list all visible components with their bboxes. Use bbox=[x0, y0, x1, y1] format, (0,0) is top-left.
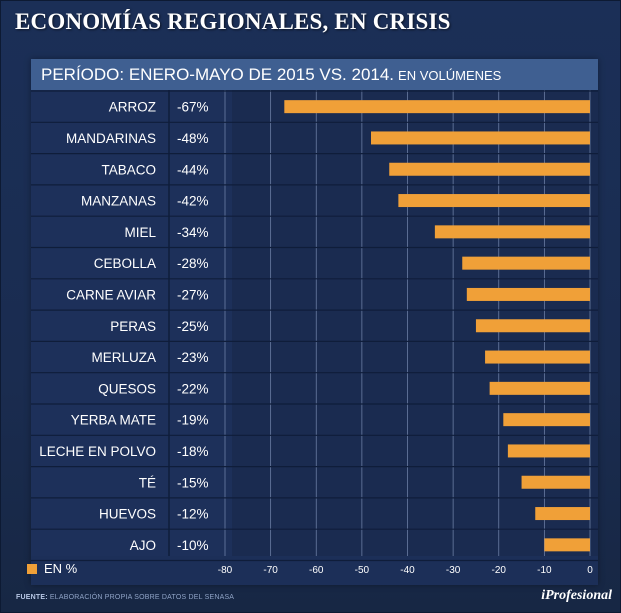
category-label: TÉ bbox=[139, 475, 156, 490]
source-note: FUENTE: ELABORACIÓN PROPIA SOBRE DATOS D… bbox=[16, 594, 234, 601]
x-tick-label: -50 bbox=[355, 565, 370, 576]
category-label: HUEVOS bbox=[99, 507, 156, 522]
brand-logo: iProfesional bbox=[541, 588, 612, 603]
x-tick-label: -20 bbox=[492, 565, 507, 576]
category-label: MANZANAS bbox=[81, 194, 156, 209]
legend-label: EN % bbox=[44, 561, 78, 576]
bar bbox=[284, 100, 590, 114]
x-tick-label: -60 bbox=[309, 565, 324, 576]
value-label: -22% bbox=[177, 381, 209, 396]
bar bbox=[503, 413, 590, 427]
bar bbox=[475, 319, 590, 333]
value-label: -34% bbox=[177, 225, 209, 240]
category-label: CARNE AVIAR bbox=[66, 287, 156, 302]
value-label: -19% bbox=[177, 413, 209, 428]
x-tick-label: -10 bbox=[537, 565, 552, 576]
bar bbox=[507, 444, 590, 458]
value-label: -28% bbox=[177, 256, 209, 271]
page-title: ECONOMÍAS REGIONALES, EN CRISIS bbox=[15, 9, 451, 34]
source-text: ELABORACIÓN PROPIA SOBRE DATOS DEL SENAS… bbox=[49, 594, 235, 601]
value-label: -12% bbox=[177, 507, 209, 522]
value-label: -23% bbox=[177, 350, 209, 365]
bar bbox=[389, 162, 590, 176]
category-label: ARROZ bbox=[109, 100, 156, 115]
category-label: YERBA MATE bbox=[71, 413, 156, 428]
bar bbox=[434, 225, 590, 239]
bar bbox=[462, 256, 590, 270]
category-label: MERLUZA bbox=[91, 350, 156, 365]
category-label: QUESOS bbox=[98, 381, 156, 396]
value-label: -42% bbox=[177, 194, 209, 209]
category-label: CEBOLLA bbox=[94, 256, 156, 271]
bar bbox=[398, 194, 590, 208]
category-label: TABACO bbox=[101, 162, 156, 177]
label-column bbox=[31, 90, 232, 556]
bar bbox=[535, 507, 590, 521]
category-label: MIEL bbox=[124, 225, 156, 240]
value-label: -15% bbox=[177, 475, 209, 490]
bar bbox=[371, 131, 590, 145]
category-label: AJO bbox=[130, 538, 156, 553]
x-tick-label: -80 bbox=[218, 565, 233, 576]
x-tick-label: 0 bbox=[587, 565, 593, 576]
value-label: -27% bbox=[177, 287, 209, 302]
value-label: -25% bbox=[177, 319, 209, 334]
legend: EN % bbox=[27, 561, 77, 576]
source-label: FUENTE: bbox=[16, 594, 48, 601]
value-label: -48% bbox=[177, 131, 209, 146]
bar bbox=[521, 475, 590, 489]
bar bbox=[544, 538, 590, 552]
bar bbox=[485, 350, 590, 364]
category-label: PERAS bbox=[110, 319, 156, 334]
period-units: EN VOLÚMENES bbox=[398, 68, 502, 83]
x-tick-label: -30 bbox=[446, 565, 461, 576]
value-label: -44% bbox=[177, 162, 209, 177]
bar bbox=[466, 287, 590, 301]
legend-swatch bbox=[27, 563, 37, 574]
x-tick-label: -70 bbox=[263, 565, 278, 576]
value-label: -18% bbox=[177, 444, 209, 459]
value-label: -67% bbox=[177, 100, 209, 115]
bar bbox=[489, 381, 590, 395]
category-label: LECHE EN POLVO bbox=[39, 444, 156, 459]
category-label: MANDARINAS bbox=[66, 131, 156, 146]
period-text: PERÍODO: ENERO-MAYO DE 2015 VS. 2014. bbox=[41, 65, 395, 84]
period-banner: PERÍODO: ENERO-MAYO DE 2015 VS. 2014. EN … bbox=[31, 59, 598, 90]
x-tick-label: -40 bbox=[400, 565, 415, 576]
value-label: -10% bbox=[177, 538, 209, 553]
